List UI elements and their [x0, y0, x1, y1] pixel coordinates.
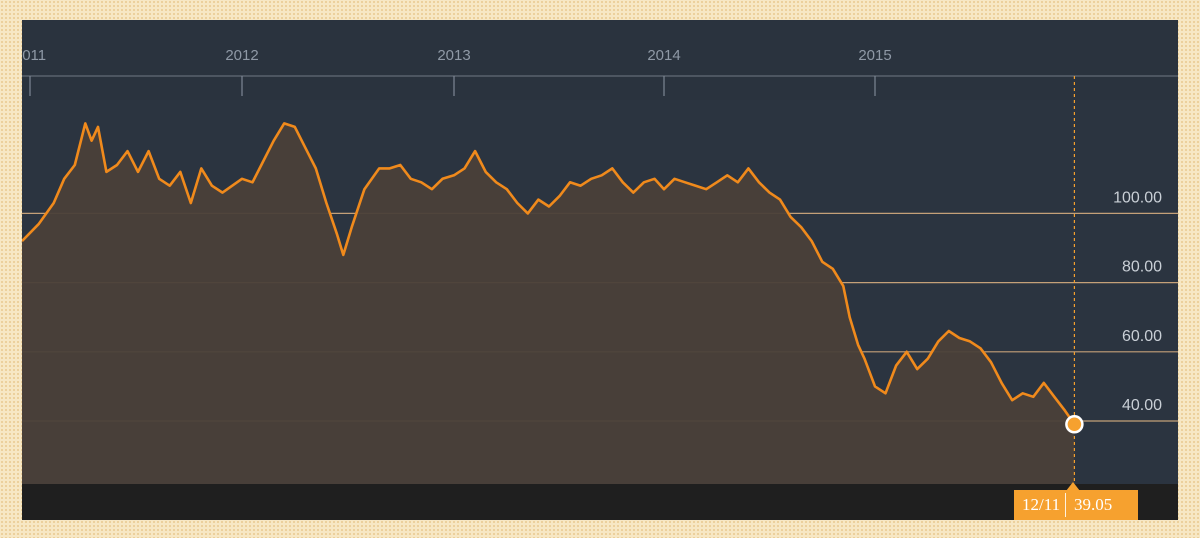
last-price-callout: 12/11 39.05: [1014, 490, 1138, 520]
price-area-fill: [22, 123, 1075, 485]
callout-value: 39.05: [1074, 495, 1113, 514]
y-tick-label: 40.00: [1122, 397, 1162, 414]
callout-date: 12/11: [1022, 495, 1061, 514]
x-tick-label: 2014: [647, 47, 680, 64]
price-series-line: [22, 122, 1076, 426]
bottom-bar: [22, 484, 1178, 520]
callout-divider: [1065, 493, 1066, 517]
callout-pointer-icon: [1066, 482, 1080, 491]
chart-frame: 2011 2012 2013 2014 2015 100.00 80.00 60.00 40.…: [22, 20, 1178, 520]
y-tick-label: 100.00: [1113, 189, 1162, 206]
price-chart: 2011 2012 2013 2014 2015 100.00 80.00 60.00 40.…: [22, 20, 1178, 485]
y-tick-label: 80.00: [1122, 259, 1162, 276]
x-tick-label: 2015: [858, 47, 891, 64]
y-tick-label: 60.00: [1122, 328, 1162, 345]
x-tick-label: 2012: [225, 47, 258, 64]
x-tick-label: 2011: [22, 47, 46, 64]
top-axis-band: [22, 20, 1178, 100]
x-tick-label: 2013: [437, 47, 470, 64]
last-price-point[interactable]: [1065, 415, 1084, 434]
